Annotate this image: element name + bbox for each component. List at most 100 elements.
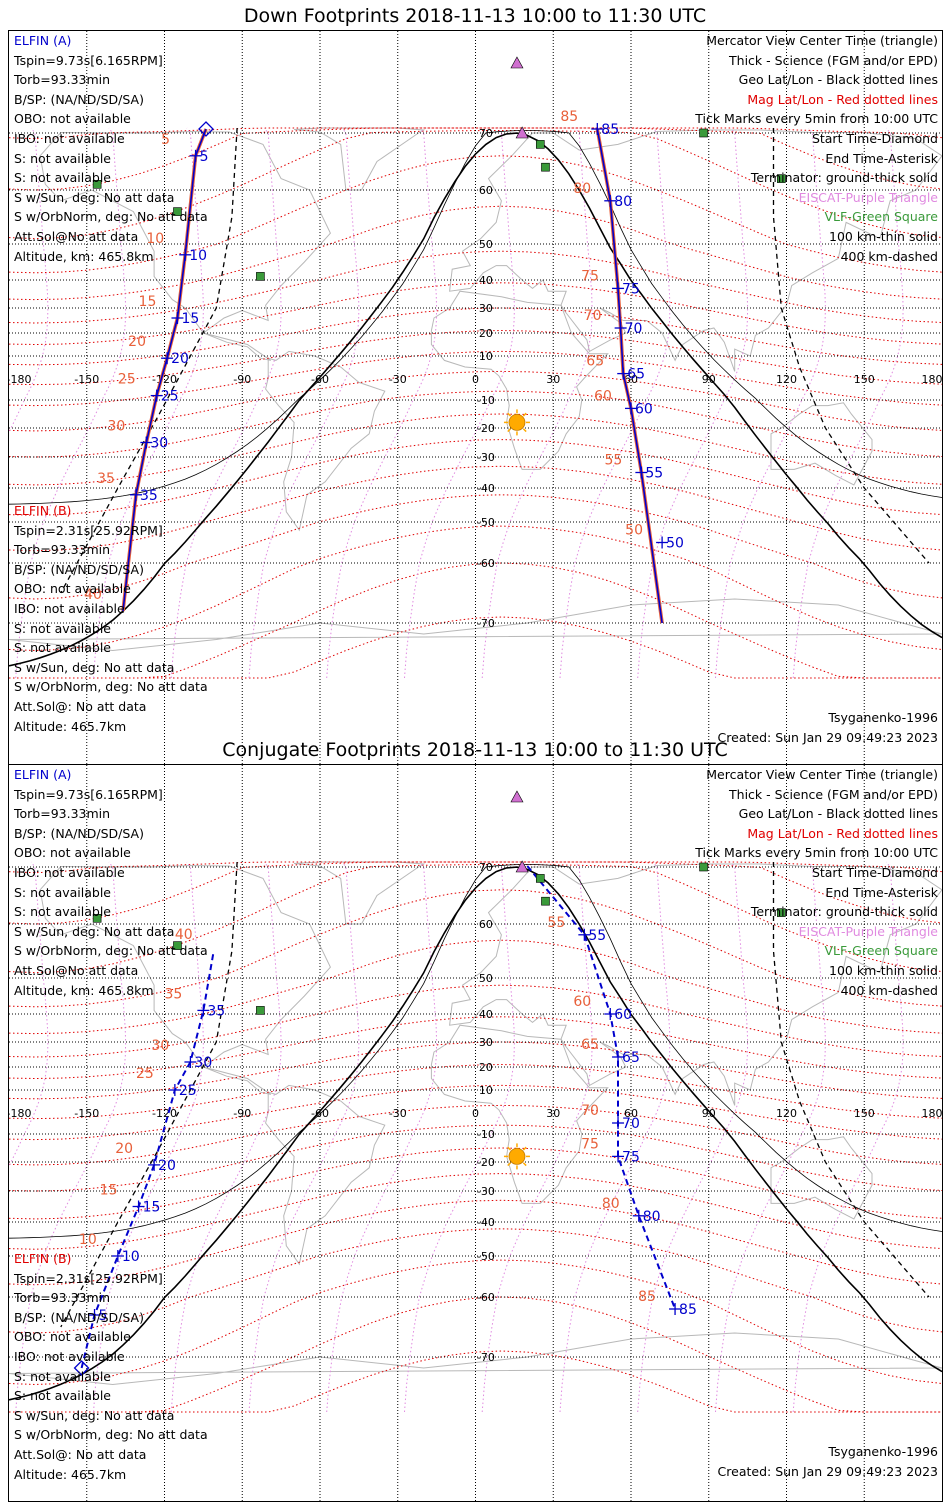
mag-tick-label: 75	[581, 1136, 599, 1152]
lat-tick-label: 60	[479, 918, 493, 931]
subsolar-sun-icon	[508, 413, 526, 431]
elfin-a-line: B/SP: (NA/ND/SD/SA)	[14, 825, 144, 841]
elfin-a-line: S: not available	[14, 170, 111, 186]
mag-lon-line	[404, 127, 515, 679]
lat-tick-label: 30	[479, 1036, 493, 1049]
track-tick-label: 85	[679, 1302, 697, 1318]
mag-tick-label: 40	[175, 927, 193, 943]
lat-tick-label: -70	[477, 1351, 495, 1364]
title-down: Down Footprints 2018-11-13 10:00 to 11:3…	[243, 5, 707, 27]
lon-tick-label: 60	[624, 373, 638, 386]
mag-tick-label: 70	[584, 308, 602, 324]
mag-tick-label: 70	[581, 1103, 599, 1119]
vlf-site-square	[777, 174, 786, 183]
mag-tick-label: 35	[164, 986, 182, 1002]
track-tick-label: 30	[194, 1055, 212, 1071]
mag-tick-label: 65	[586, 354, 604, 370]
mag-lon-line	[248, 861, 360, 1413]
sun-ray	[507, 428, 512, 433]
mag-lon-line	[9, 861, 49, 1168]
elfin-a-line: S: not available	[14, 884, 111, 900]
legend-item: VLF-Green Square	[824, 943, 938, 959]
mag-lat-line	[9, 562, 942, 679]
terminator-400km	[772, 128, 930, 564]
model-label: Tsyganenko-1996	[828, 710, 938, 725]
lat-tick-label: -60	[477, 557, 495, 570]
elfin-a-line: Att.Sol@No att data	[14, 228, 139, 244]
panel-down: -180 -150 -120 -90 -60 -30 0 30 60 90 120 150 180 70 6…	[8, 30, 943, 768]
legend-item: Start Time-Diamond	[811, 130, 938, 146]
vlf-site-square	[535, 140, 545, 149]
track-tick-label: 25	[161, 389, 179, 405]
mag-tick-label: 80	[602, 1196, 620, 1212]
elfin-b-title: ELFIN (B)	[14, 1251, 72, 1266]
mag-tick-label: 50	[625, 523, 643, 539]
track-tick-label: 25	[179, 1083, 197, 1099]
track-tick-label: 10	[122, 1249, 140, 1265]
lon-tick-label: 90	[702, 1107, 716, 1120]
track-tick-label: 80	[614, 194, 632, 210]
lat-tick-label: 70	[479, 861, 493, 874]
vlf-site-square	[535, 874, 545, 883]
mag-lon-line	[15, 861, 127, 1413]
vlf-site-square	[541, 896, 550, 906]
elfin-b-line: Altitude: 465.7km	[14, 718, 127, 734]
elfin-b-line: Att.Sol@: No att data	[14, 698, 147, 714]
lat-tick-label: -70	[477, 617, 495, 630]
mag-lon-line	[715, 127, 826, 679]
mag-tick-label: 10	[79, 1232, 97, 1248]
sun-ray	[507, 1146, 512, 1151]
track-tick-label: 20	[158, 1158, 176, 1174]
mag-lat-line	[9, 1259, 942, 1386]
elfin-a-line: Att.Sol@No att data	[14, 962, 139, 978]
lat-tick-label: 20	[479, 1061, 493, 1074]
lat-tick-label: 10	[479, 350, 493, 363]
mag-tick-label: 25	[118, 372, 136, 388]
lat-tick-label: -20	[477, 1156, 495, 1169]
elfin-b-line: S w/OrbNorm, deg: No att data	[14, 679, 208, 695]
elfin-b-line: Torb=93.33min	[14, 542, 111, 558]
mag-tick-label: 15	[100, 1183, 118, 1199]
mag-lon-line	[170, 861, 282, 1413]
legend-item: Mag Lat/Lon - Red dotted lines	[747, 91, 938, 107]
elfin-b-line: S w/Sun, deg: No att data	[14, 1407, 175, 1423]
vlf-site-square	[541, 162, 550, 172]
mag-lat-line	[9, 155, 942, 274]
lat-tick-label: -30	[477, 451, 495, 464]
mag-tick-label: 30	[107, 419, 125, 435]
legend-item: Geo Lat/Lon - Black dotted lines	[738, 806, 938, 822]
lat-tick-label: -50	[477, 1250, 495, 1263]
track-elfin-a	[80, 950, 215, 1369]
mag-lon-line	[792, 127, 904, 679]
start-diamond	[73, 1360, 90, 1376]
mag-lon-line	[481, 861, 593, 1413]
elfin-b-line: S: not available	[14, 620, 111, 636]
mag-lat-line	[9, 494, 942, 600]
sun-ray	[522, 1162, 527, 1167]
lon-tick-label: -120	[152, 1107, 177, 1120]
lon-tick-label: -120	[152, 373, 177, 386]
lon-tick-label: -30	[389, 373, 407, 386]
vlf-site-square	[173, 207, 182, 216]
track-tick-label: 65	[622, 1050, 640, 1066]
lon-tick-label: -180	[9, 373, 31, 386]
lon-tick-label: -180	[9, 1107, 31, 1120]
elfin-a-line: Tspin=9.73s[6.165RPM]	[14, 786, 163, 802]
lon-tick-label: 150	[854, 373, 875, 386]
legend-item: EISCAT-Purple Triangle	[798, 189, 938, 205]
mag-tick-label: 40	[84, 587, 102, 603]
mag-tick-label: 80	[573, 181, 591, 197]
track-elfin-b	[526, 865, 677, 1310]
mag-lat-line	[9, 1228, 942, 1334]
legend-item: EISCAT-Purple Triangle	[798, 923, 938, 939]
mag-lon-line	[15, 127, 127, 679]
lon-tick-label: -90	[233, 1107, 251, 1120]
terminator-400km	[60, 127, 238, 594]
lon-tick-label: 150	[854, 1107, 875, 1120]
lon-tick-label: -30	[389, 1107, 407, 1120]
lat-tick-label: 40	[479, 274, 493, 287]
lat-tick-label: 40	[479, 1008, 493, 1021]
map-conjugate: -180 -150 -120 -90 -60 -30 0 30 60 90 120 150 180706…	[9, 765, 942, 1501]
elfin-b-line: IBO: not available	[14, 600, 125, 616]
mag-tick-label: 30	[152, 1038, 170, 1054]
